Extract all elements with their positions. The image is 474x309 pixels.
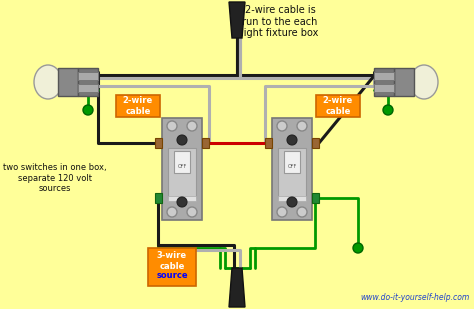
Bar (168, 196, 196, 201)
Bar (374, 68, 394, 96)
Text: 2-wire
cable: 2-wire cable (323, 96, 353, 116)
Bar (272, 118, 312, 220)
Circle shape (187, 207, 197, 217)
Bar (374, 72, 394, 80)
FancyBboxPatch shape (116, 95, 160, 117)
Circle shape (287, 135, 297, 145)
Polygon shape (229, 268, 245, 307)
Text: OFF: OFF (177, 163, 187, 168)
Bar (155, 138, 162, 148)
Text: 2-wire
cable: 2-wire cable (123, 96, 153, 116)
Text: 3-wire
cable: 3-wire cable (157, 251, 187, 271)
Circle shape (287, 197, 297, 207)
Circle shape (167, 121, 177, 131)
Bar (155, 193, 162, 203)
Bar (312, 138, 319, 148)
Circle shape (277, 121, 287, 131)
Bar (58, 68, 78, 96)
Bar (78, 68, 98, 96)
Bar (78, 84, 98, 92)
Bar (278, 196, 306, 201)
Bar (78, 72, 98, 80)
Text: www.do-it-yourself-help.com: www.do-it-yourself-help.com (361, 293, 470, 302)
Circle shape (177, 197, 187, 207)
Bar (162, 118, 202, 220)
Circle shape (187, 121, 197, 131)
Bar (394, 68, 414, 96)
Bar (174, 151, 190, 173)
Text: two switches in one box,
separate 120 volt
sources: two switches in one box, separate 120 vo… (3, 163, 107, 193)
Text: 2-wire cable is
run to the each
light fixture box: 2-wire cable is run to the each light fi… (241, 5, 319, 38)
Bar (374, 84, 394, 92)
FancyBboxPatch shape (148, 248, 196, 286)
Circle shape (297, 207, 307, 217)
Bar (168, 148, 196, 198)
Circle shape (383, 105, 393, 115)
Circle shape (297, 121, 307, 131)
Bar (265, 138, 272, 148)
Circle shape (353, 243, 363, 253)
Circle shape (177, 135, 187, 145)
Circle shape (277, 207, 287, 217)
Ellipse shape (34, 65, 62, 99)
Polygon shape (229, 2, 245, 38)
Text: OFF: OFF (287, 163, 297, 168)
Bar (202, 138, 209, 148)
Bar (278, 148, 306, 198)
Bar (284, 151, 300, 173)
FancyBboxPatch shape (316, 95, 360, 117)
Bar (312, 193, 319, 203)
Text: source: source (156, 272, 188, 281)
Circle shape (167, 207, 177, 217)
Ellipse shape (410, 65, 438, 99)
Circle shape (83, 105, 93, 115)
